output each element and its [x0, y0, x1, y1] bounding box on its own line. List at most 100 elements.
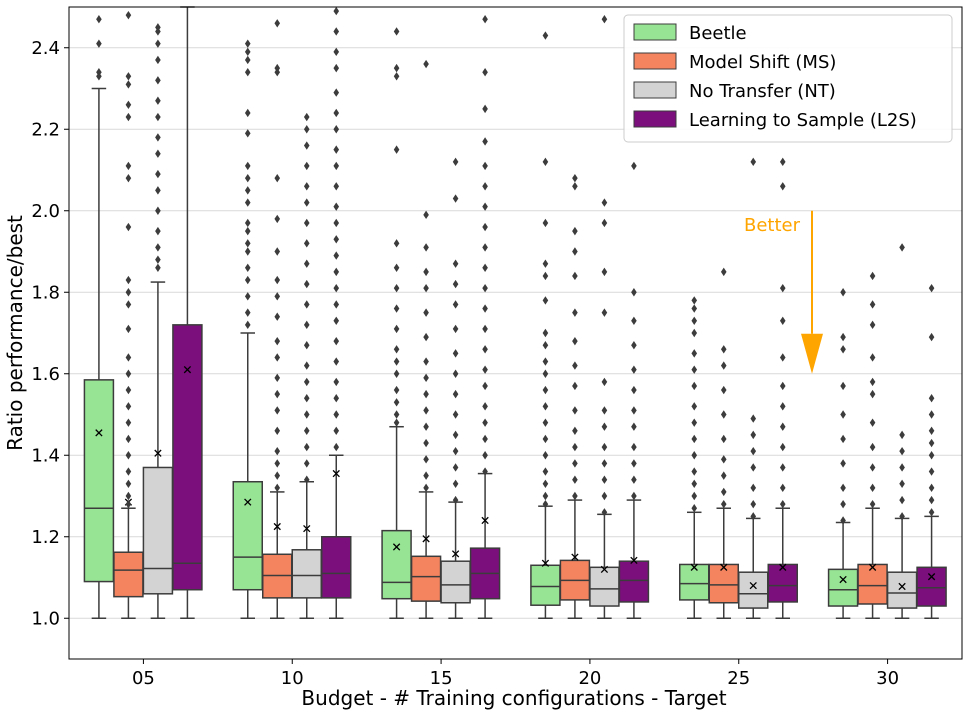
y-tick-label: 2.4	[31, 38, 60, 59]
outlier-point	[393, 369, 400, 378]
box-plot-0-3	[530, 31, 561, 619]
outlier-point	[333, 202, 340, 211]
outlier-point	[274, 292, 281, 301]
box-plot-0-4	[679, 296, 710, 619]
outlier-point	[244, 55, 251, 65]
y-tick-label: 1.4	[31, 445, 60, 466]
outlier-point	[303, 182, 310, 191]
outlier-point	[601, 308, 608, 317]
outlier-point	[928, 410, 935, 419]
outlier-point	[542, 357, 549, 366]
outlier-point	[542, 479, 549, 488]
y-tick-label: 1.8	[31, 282, 60, 303]
box-iqr	[142, 466, 174, 595]
outlier-point	[928, 283, 935, 293]
outlier-point	[720, 385, 727, 395]
mean-marker	[332, 469, 340, 478]
mean-marker	[779, 563, 787, 571]
box-plot-2-1	[291, 112, 322, 619]
outlier-point	[155, 55, 161, 65]
outlier-point	[691, 434, 698, 444]
box-plot-1-5	[857, 271, 888, 619]
box-plot-3-4	[767, 157, 798, 619]
outlier-point	[125, 491, 132, 501]
outlier-point	[274, 389, 281, 399]
mean-marker	[630, 556, 638, 565]
mean-marker	[571, 553, 579, 561]
outlier-point	[155, 186, 161, 195]
outlier-point	[303, 259, 310, 268]
outlier-point	[928, 438, 935, 448]
outlier-point	[572, 475, 578, 484]
outlier-point	[631, 288, 637, 297]
outlier-point	[244, 173, 251, 183]
outlier-point	[542, 369, 549, 378]
outlier-point	[333, 125, 340, 134]
outlier-point	[869, 320, 876, 330]
outlier-point	[840, 345, 846, 354]
outlier-point	[572, 173, 578, 183]
outlier-point	[155, 96, 161, 105]
outlier-point	[750, 414, 757, 423]
outlier-point	[125, 499, 132, 509]
outlier-point	[333, 394, 340, 403]
outlier-point	[631, 459, 637, 468]
outlier-point	[452, 369, 459, 378]
better-annotation-text: Better	[744, 215, 801, 236]
y-tick-label: 2.2	[31, 119, 60, 140]
outlier-point	[274, 214, 281, 224]
outlier-point	[423, 438, 429, 448]
outlier-point	[303, 475, 310, 484]
box-iqr	[232, 480, 263, 591]
outlier-point	[691, 365, 698, 374]
outlier-point	[333, 145, 340, 154]
outlier-point	[452, 479, 459, 488]
outlier-point	[542, 385, 549, 395]
outlier-point	[750, 512, 757, 521]
outlier-point	[423, 471, 429, 480]
outlier-point	[274, 63, 281, 73]
outlier-point	[125, 451, 132, 460]
outlier-point	[244, 263, 251, 272]
outlier-point	[720, 434, 727, 444]
outlier-point	[542, 451, 549, 460]
outlier-point	[274, 353, 281, 362]
outlier-point	[303, 361, 310, 370]
outlier-point	[720, 499, 727, 509]
outlier-point	[899, 512, 905, 521]
outlier-point	[779, 381, 786, 391]
outlier-point	[244, 292, 251, 301]
outlier-point	[333, 283, 340, 293]
outlier-point	[125, 161, 132, 171]
outlier-point	[303, 459, 310, 468]
outlier-point	[779, 402, 786, 411]
outlier-point	[393, 410, 400, 419]
outlier-point	[303, 426, 310, 435]
outlier-point	[869, 499, 876, 509]
outlier-point	[333, 267, 340, 277]
outlier-point	[125, 300, 132, 309]
box-plot-2-2	[440, 157, 471, 619]
outlier-point	[303, 320, 310, 330]
mean-marker	[183, 366, 192, 374]
outlier-point	[542, 328, 549, 338]
outlier-point	[720, 471, 727, 480]
mean-marker	[600, 565, 609, 574]
outlier-point	[155, 23, 161, 32]
outlier-point	[928, 426, 935, 435]
outlier-point	[482, 345, 488, 354]
mean-marker	[481, 516, 489, 525]
outlier-point	[482, 418, 488, 427]
better-arrow-head	[801, 333, 823, 374]
outlier-point	[899, 430, 905, 440]
box-iqr	[410, 555, 442, 602]
outlier-point	[274, 336, 281, 346]
outlier-point	[899, 495, 905, 505]
outlier-point	[779, 483, 786, 493]
outlier-point	[244, 247, 251, 256]
outlier-point	[303, 279, 310, 289]
outlier-point	[452, 279, 459, 289]
outlier-point	[691, 296, 698, 305]
box-plot-3-0	[172, 6, 203, 619]
x-axis-label: Budget - # Training configurations - Tar…	[301, 686, 726, 710]
